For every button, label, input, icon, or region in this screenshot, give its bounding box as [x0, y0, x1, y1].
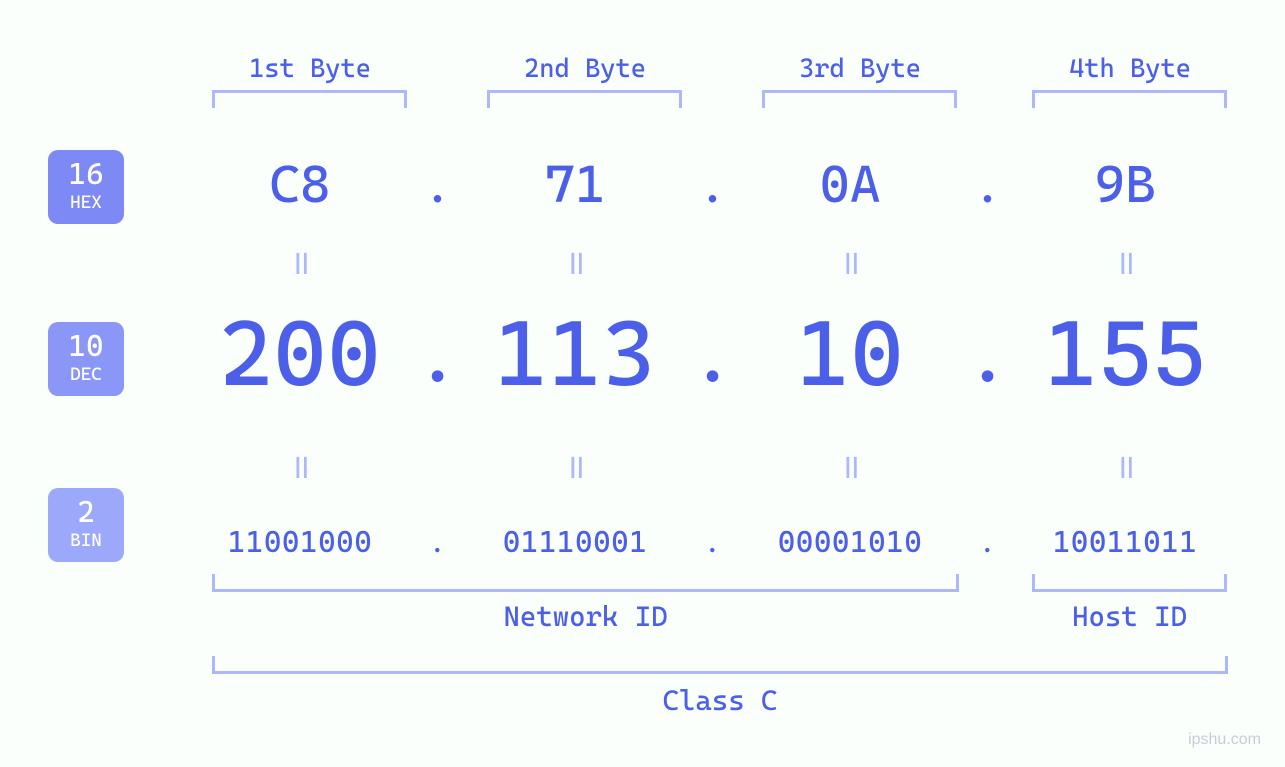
dec-byte-2: 113	[475, 300, 675, 407]
hex-byte-1: C8	[200, 155, 400, 215]
base-number: 16	[68, 160, 103, 190]
bin-byte-4: 10011011	[1025, 525, 1225, 560]
dot-icon: .	[400, 307, 475, 400]
bin-byte-3: 00001010	[750, 525, 950, 560]
equals-icon: ॥	[750, 238, 950, 284]
dec-byte-3: 10	[750, 300, 950, 407]
byte-bracket-2	[487, 90, 682, 108]
network-id-bracket	[212, 574, 959, 592]
hex-row: C8 . 71 . 0A . 9B	[200, 155, 1235, 215]
byte-label-3: 3rd Byte	[760, 54, 960, 84]
equals-icon: ॥	[475, 442, 675, 488]
base-label: BIN	[70, 530, 102, 552]
equals-icon: ॥	[475, 238, 675, 284]
byte-bracket-4	[1032, 90, 1227, 108]
byte-label-2: 2nd Byte	[485, 54, 685, 84]
dot-icon: .	[675, 525, 750, 560]
byte-bracket-3	[762, 90, 957, 108]
dec-byte-4: 155	[1025, 300, 1225, 407]
equals-icon: ॥	[200, 442, 400, 488]
dot-icon: .	[675, 307, 750, 400]
base-badge-bin: 2 BIN	[48, 488, 124, 562]
class-bracket	[212, 656, 1228, 674]
bin-row: 11001000 . 01110001 . 00001010 . 1001101…	[200, 525, 1235, 560]
hex-byte-2: 71	[475, 155, 675, 215]
bin-byte-2: 01110001	[475, 525, 675, 560]
host-id-bracket	[1032, 574, 1227, 592]
byte-label-1: 1st Byte	[210, 54, 410, 84]
equals-row-1: ॥ ॥ ॥ ॥	[200, 238, 1235, 284]
byte-label-4: 4th Byte	[1030, 54, 1230, 84]
equals-row-2: ॥ ॥ ॥ ॥	[200, 442, 1235, 488]
class-label: Class C	[212, 684, 1228, 717]
network-id-label: Network ID	[212, 600, 959, 633]
base-badge-dec: 10 DEC	[48, 322, 124, 396]
dec-byte-1: 200	[200, 300, 400, 407]
watermark: ipshu.com	[1188, 731, 1261, 749]
equals-icon: ॥	[1025, 238, 1225, 284]
hex-byte-3: 0A	[750, 155, 950, 215]
dot-icon: .	[400, 155, 475, 215]
hex-byte-4: 9B	[1025, 155, 1225, 215]
dot-icon: .	[400, 525, 475, 560]
dec-row: 200 . 113 . 10 . 155	[200, 300, 1235, 407]
byte-bracket-1	[212, 90, 407, 108]
base-label: HEX	[70, 192, 102, 214]
bin-byte-1: 11001000	[200, 525, 400, 560]
equals-icon: ॥	[200, 238, 400, 284]
dot-icon: .	[950, 155, 1025, 215]
equals-icon: ॥	[1025, 442, 1225, 488]
host-id-label: Host ID	[1032, 600, 1227, 633]
base-number: 10	[68, 332, 103, 362]
base-label: DEC	[70, 364, 102, 386]
dot-icon: .	[675, 155, 750, 215]
dot-icon: .	[950, 307, 1025, 400]
dot-icon: .	[950, 525, 1025, 560]
base-badge-hex: 16 HEX	[48, 150, 124, 224]
base-number: 2	[77, 498, 95, 528]
equals-icon: ॥	[750, 442, 950, 488]
